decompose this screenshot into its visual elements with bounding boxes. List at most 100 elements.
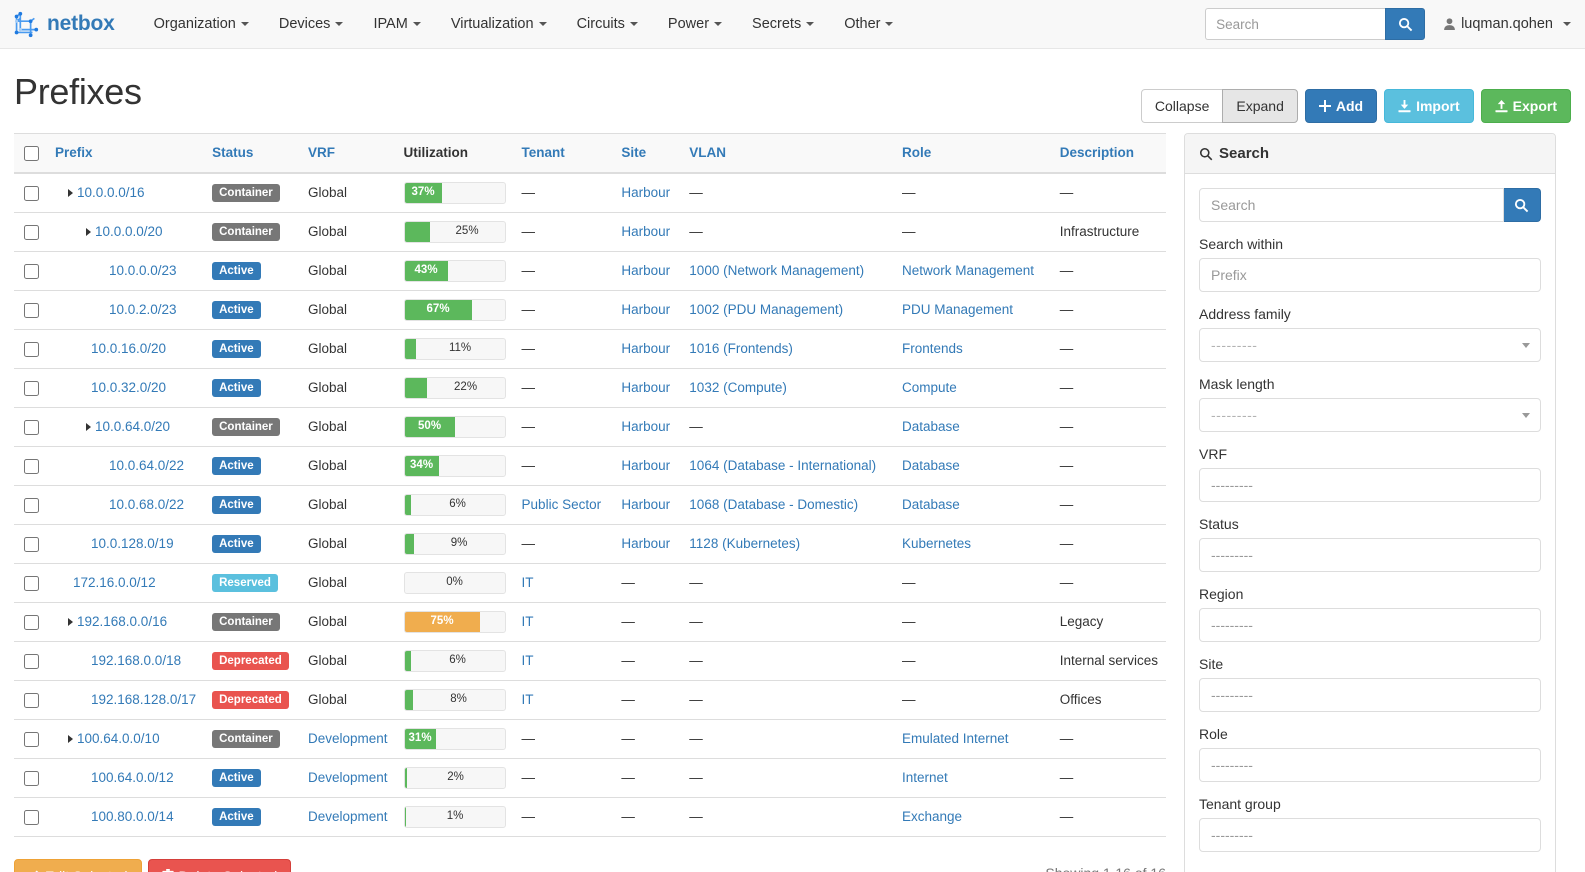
global-search-input[interactable]	[1205, 8, 1386, 40]
row-checkbox[interactable]	[24, 536, 39, 552]
nav-item-devices[interactable]: Devices	[264, 0, 359, 49]
select-all-checkbox[interactable]	[24, 145, 39, 161]
prefix-link[interactable]: 100.64.0.0/12	[91, 770, 174, 786]
add-button[interactable]: Add	[1304, 89, 1378, 123]
vrf-value[interactable]: Development	[308, 731, 388, 747]
column-header-vrf[interactable]: VRF	[300, 132, 396, 174]
role-value[interactable]: Internet	[901, 770, 948, 786]
tenant-value[interactable]: IT	[521, 614, 534, 630]
prefix-link[interactable]: 10.0.2.0/23	[109, 302, 177, 318]
column-header-prefix[interactable]: Prefix	[47, 132, 205, 174]
vrf-value[interactable]: Development	[308, 809, 388, 825]
filter-input[interactable]	[1199, 818, 1541, 852]
brand-link[interactable]: netbox	[10, 9, 115, 39]
prefix-link[interactable]: 100.80.0.0/14	[91, 809, 174, 825]
vlan-value[interactable]: 1064 (Database - International)	[689, 458, 877, 474]
prefix-link[interactable]: 10.0.0.0/20	[95, 224, 163, 240]
row-checkbox[interactable]	[24, 497, 39, 513]
filter-input[interactable]	[1199, 748, 1541, 782]
row-checkbox[interactable]	[24, 380, 39, 396]
role-value[interactable]: Compute	[901, 380, 957, 396]
role-value[interactable]: Frontends	[901, 341, 963, 357]
column-header-vlan[interactable]: VLAN	[681, 132, 894, 174]
vlan-value[interactable]: 1002 (PDU Management)	[689, 302, 844, 318]
row-checkbox[interactable]	[24, 809, 39, 825]
site-value[interactable]: Harbour	[621, 263, 671, 279]
prefix-link[interactable]: 10.0.128.0/19	[91, 536, 174, 552]
filter-input[interactable]	[1199, 258, 1541, 292]
row-checkbox[interactable]	[24, 341, 39, 357]
vlan-value[interactable]: 1016 (Frontends)	[689, 341, 793, 357]
nav-item-virtualization[interactable]: Virtualization	[436, 0, 562, 49]
import-button[interactable]: Import	[1384, 89, 1474, 123]
filter-select[interactable]: ---------	[1199, 328, 1541, 362]
tenant-value[interactable]: IT	[521, 575, 534, 591]
nav-item-circuits[interactable]: Circuits	[562, 0, 653, 49]
site-value[interactable]: Harbour	[621, 380, 671, 396]
site-value[interactable]: Harbour	[621, 224, 671, 240]
nav-item-other[interactable]: Other	[829, 0, 908, 49]
expand-triangle-icon[interactable]	[86, 422, 91, 431]
nav-item-power[interactable]: Power	[653, 0, 737, 49]
sidebar-search-input[interactable]	[1199, 188, 1504, 222]
expand-triangle-icon[interactable]	[86, 227, 91, 236]
row-checkbox[interactable]	[24, 224, 39, 240]
prefix-link[interactable]: 10.0.0.0/23	[109, 263, 177, 279]
expand-triangle-icon[interactable]	[68, 617, 73, 626]
nav-item-secrets[interactable]: Secrets	[737, 0, 829, 49]
prefix-link[interactable]: 192.168.128.0/17	[91, 692, 197, 708]
column-header-description[interactable]: Description	[1051, 132, 1166, 174]
column-header-role[interactable]: Role	[893, 132, 1052, 174]
role-value[interactable]: Exchange	[901, 809, 963, 825]
collapse-button[interactable]: Collapse	[1140, 89, 1224, 123]
row-checkbox[interactable]	[24, 263, 39, 279]
role-value[interactable]: Kubernetes	[901, 536, 972, 552]
role-value[interactable]: PDU Management	[901, 302, 1014, 318]
global-search-button[interactable]	[1385, 8, 1426, 40]
role-value[interactable]: Database	[901, 497, 960, 513]
prefix-link[interactable]: 100.64.0.0/10	[77, 731, 160, 747]
site-value[interactable]: Harbour	[621, 341, 671, 357]
prefix-link[interactable]: 172.16.0.0/12	[73, 575, 156, 591]
site-value[interactable]: Harbour	[621, 302, 671, 318]
prefix-link[interactable]: 10.0.16.0/20	[91, 341, 167, 357]
site-value[interactable]: Harbour	[621, 419, 671, 435]
vlan-value[interactable]: 1068 (Database - Domestic)	[689, 497, 859, 513]
nav-item-ipam[interactable]: IPAM	[358, 0, 435, 49]
row-checkbox[interactable]	[24, 419, 39, 435]
row-checkbox[interactable]	[24, 575, 39, 591]
prefix-link[interactable]: 192.168.0.0/18	[91, 653, 182, 669]
row-checkbox[interactable]	[24, 302, 39, 318]
row-checkbox[interactable]	[24, 458, 39, 474]
site-value[interactable]: Harbour	[621, 185, 671, 201]
filter-input[interactable]	[1199, 468, 1541, 502]
filter-select[interactable]: ---------	[1199, 398, 1541, 432]
row-checkbox[interactable]	[24, 614, 39, 630]
site-value[interactable]: Harbour	[621, 497, 671, 513]
expand-triangle-icon[interactable]	[68, 188, 73, 197]
vlan-value[interactable]: 1128 (Kubernetes)	[689, 536, 801, 552]
role-value[interactable]: Database	[901, 419, 960, 435]
vrf-value[interactable]: Development	[308, 770, 388, 786]
tenant-value[interactable]: IT	[521, 653, 534, 669]
row-checkbox[interactable]	[24, 770, 39, 786]
row-checkbox[interactable]	[24, 692, 39, 708]
vlan-value[interactable]: 1032 (Compute)	[689, 380, 787, 396]
export-button[interactable]: Export	[1480, 89, 1571, 123]
column-header-status[interactable]: Status	[204, 132, 300, 174]
site-value[interactable]: Harbour	[621, 536, 671, 552]
expand-button[interactable]: Expand	[1222, 89, 1298, 123]
prefix-link[interactable]: 10.0.64.0/22	[109, 458, 185, 474]
role-value[interactable]: Network Management	[901, 263, 1035, 279]
tenant-value[interactable]: Public Sector	[521, 497, 602, 513]
row-checkbox[interactable]	[24, 185, 39, 201]
expand-triangle-icon[interactable]	[68, 734, 73, 743]
filter-input[interactable]	[1199, 538, 1541, 572]
filter-input[interactable]	[1199, 678, 1541, 712]
tenant-value[interactable]: IT	[521, 692, 534, 708]
user-menu[interactable]: luqman.qohen	[1443, 16, 1571, 32]
row-checkbox[interactable]	[24, 731, 39, 747]
prefix-link[interactable]: 10.0.0.0/16	[77, 185, 145, 201]
row-checkbox[interactable]	[24, 653, 39, 669]
role-value[interactable]: Database	[901, 458, 960, 474]
